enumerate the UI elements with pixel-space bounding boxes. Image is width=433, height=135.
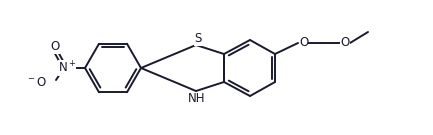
Text: $^-$O: $^-$O [26, 75, 47, 89]
Text: S: S [194, 33, 202, 45]
Text: NH: NH [188, 92, 206, 104]
Text: O: O [299, 36, 308, 48]
Text: O: O [340, 36, 349, 48]
Text: N$^+$: N$^+$ [58, 60, 76, 76]
Text: O: O [50, 40, 60, 53]
